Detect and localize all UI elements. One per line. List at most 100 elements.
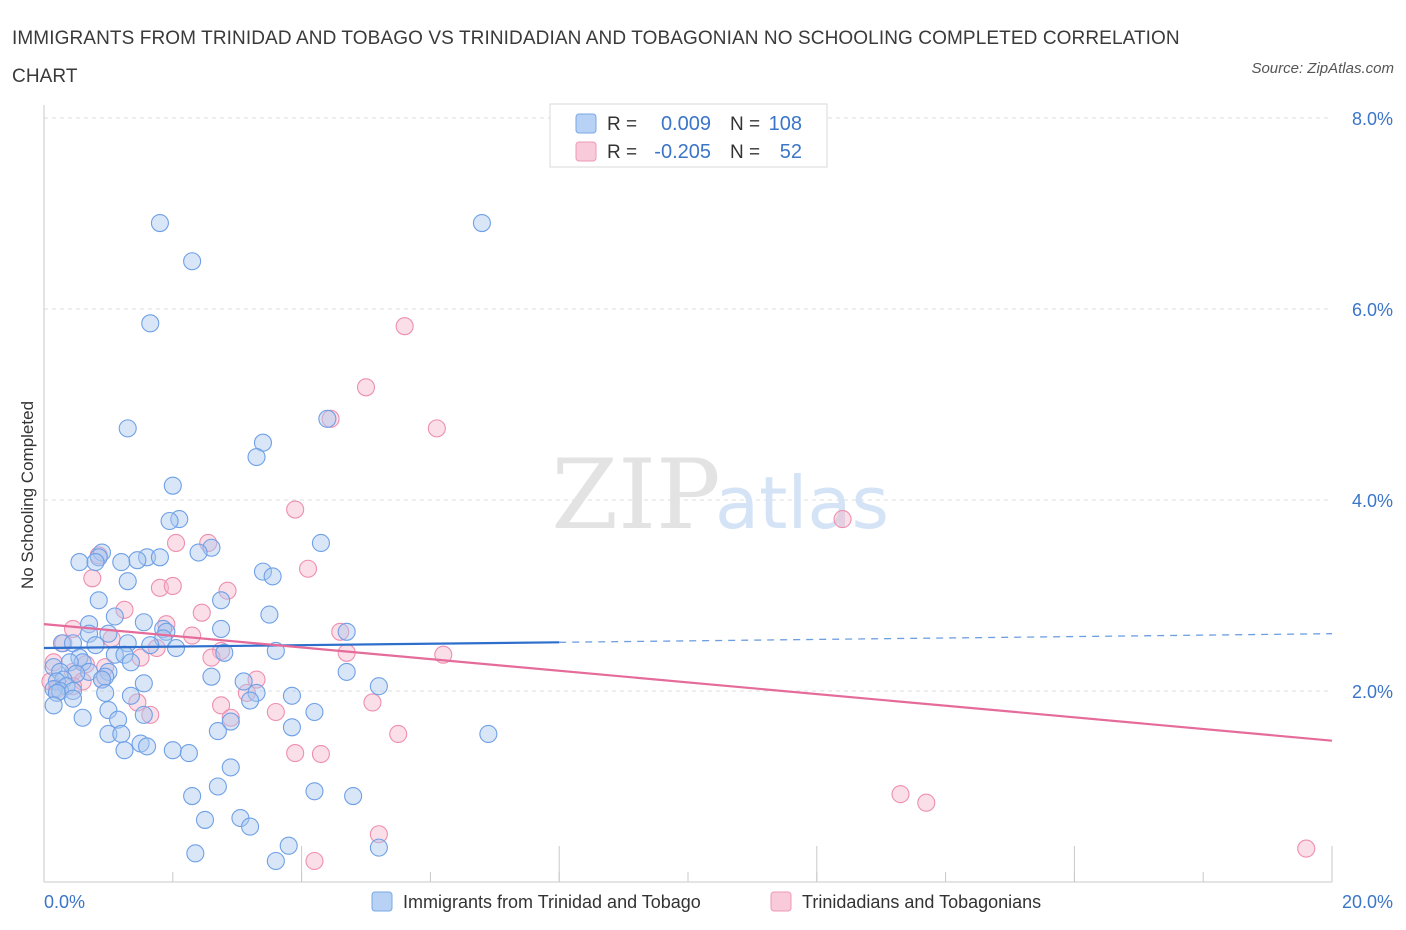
blue-point-101 <box>241 817 260 836</box>
pink-point-51 <box>305 851 324 871</box>
trend-lines <box>43 623 1333 742</box>
blue-point-58 <box>337 662 356 681</box>
blue-point-87 <box>112 724 131 744</box>
x-tick-label-1: 20.0% <box>1342 892 1393 912</box>
y-tick-label-2: 6.0% <box>1352 300 1393 320</box>
blue-point-31 <box>154 619 173 638</box>
blue-point-33 <box>212 619 231 638</box>
stats-r-label-pink: R = <box>607 142 637 163</box>
blue-point-85 <box>208 722 227 741</box>
y-tick-label-0: 2.0% <box>1352 682 1393 702</box>
blue-point-41 <box>86 636 105 655</box>
series-legend-label-blue: Immigrants from Trinidad and Tobago <box>403 892 701 912</box>
series-legend-swatch-pink <box>770 891 792 912</box>
pink-point-0 <box>395 317 414 336</box>
blue-point-69 <box>63 681 83 701</box>
data-points <box>41 214 1316 871</box>
blue-point-98 <box>344 786 363 806</box>
blue-point-59 <box>202 667 221 686</box>
blue-point-94 <box>221 758 240 777</box>
blue-point-64 <box>134 674 153 693</box>
series-legend: Immigrants from Trinidad and Tobago Trin… <box>371 891 1041 912</box>
pink-point-12 <box>163 576 182 596</box>
pink-point-4 <box>833 510 852 529</box>
blue-point-65 <box>234 672 253 691</box>
pink-point-5 <box>286 500 305 519</box>
blue-point-105 <box>266 851 285 871</box>
blue-point-72 <box>96 683 115 702</box>
blue-point-6 <box>247 447 266 467</box>
chart-title: IMMIGRANTS FROM TRINIDAD AND TOBAGO VS T… <box>12 28 1180 87</box>
pink-point-16 <box>157 615 176 634</box>
blue-point-26 <box>89 591 108 610</box>
blue-point-15 <box>89 548 108 567</box>
y-tick-labels: 2.0% 4.0% 6.0% 8.0% <box>1352 109 1393 702</box>
blue-point-81 <box>73 708 92 727</box>
pink-point-41 <box>266 702 285 722</box>
series-legend-swatch-blue <box>371 891 393 912</box>
blue-point-57 <box>96 667 115 686</box>
blue-point-79 <box>305 702 324 722</box>
pink-point-45 <box>389 724 408 744</box>
blue-point-27 <box>260 605 279 624</box>
blue-point-24 <box>118 572 137 591</box>
blue-point-3 <box>141 314 160 333</box>
pink-point-10 <box>83 569 102 588</box>
y-tick-label-3: 8.0% <box>1352 109 1393 129</box>
pink-point-14 <box>115 600 134 619</box>
blue-point-22 <box>253 562 273 581</box>
pink-point-1 <box>356 378 376 397</box>
pink-point-39 <box>363 693 382 712</box>
blue-point-42 <box>141 636 160 655</box>
pink-point-40 <box>212 696 231 715</box>
blue-point-77 <box>44 696 63 715</box>
x-ticks <box>172 846 1333 882</box>
blue-point-0 <box>150 214 169 233</box>
series-legend-label-pink: Trinidadians and Tobagonians <box>802 892 1041 912</box>
watermark-atlas: atlas <box>715 461 889 545</box>
blue-point-76 <box>241 691 260 710</box>
pink-point-49 <box>917 793 936 812</box>
blue-point-78 <box>99 701 118 720</box>
watermark-zip: ZIP <box>551 439 720 551</box>
pink-trend-line <box>43 623 1333 742</box>
pink-point-28 <box>44 653 63 672</box>
blue-point-102 <box>279 836 298 855</box>
blue-point-4 <box>118 419 137 438</box>
pink-point-6 <box>199 533 218 553</box>
blue-point-103 <box>369 838 388 857</box>
source-label: Source: ZipAtlas.com <box>1251 60 1394 77</box>
blue-point-91 <box>115 741 134 760</box>
pink-point-7 <box>166 533 186 553</box>
blue-point-49 <box>73 653 92 672</box>
blue-point-75 <box>63 689 83 708</box>
pink-point-50 <box>369 825 388 844</box>
pink-point-46 <box>286 744 305 763</box>
blue-point-20 <box>70 553 89 572</box>
blue-point-43 <box>166 638 186 658</box>
blue-point-21 <box>86 553 105 572</box>
stats-legend-box <box>549 103 828 168</box>
pink-point-3 <box>427 419 446 438</box>
blue-point-92 <box>163 741 182 760</box>
blue-point-83 <box>221 712 240 731</box>
pink-point-44 <box>221 708 240 727</box>
blue-point-93 <box>179 744 198 763</box>
pink-point-13 <box>218 581 237 600</box>
blue-point-88 <box>479 724 498 744</box>
stats-r-value-pink: -0.205 <box>654 141 711 163</box>
pink-point-15 <box>192 603 211 622</box>
blue-point-25 <box>212 591 231 610</box>
blue-point-17 <box>150 548 169 567</box>
blue-point-7 <box>318 409 337 428</box>
blue-point-55 <box>99 662 118 681</box>
blue-point-95 <box>208 777 227 796</box>
blue-point-23 <box>263 567 282 586</box>
x-tick-label-0: 0.0% <box>44 892 85 912</box>
blue-point-60 <box>92 670 112 689</box>
blue-point-34 <box>337 622 356 641</box>
blue-point-71 <box>247 683 266 702</box>
stats-swatch-blue <box>575 113 597 134</box>
blue-point-104 <box>186 844 205 863</box>
